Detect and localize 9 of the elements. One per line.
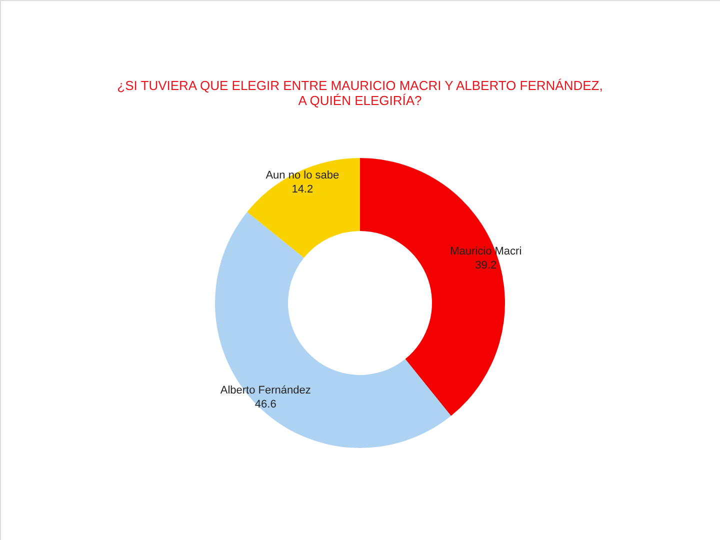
slice-label: Aun no lo sabe bbox=[266, 170, 340, 182]
donut-slice bbox=[215, 212, 452, 448]
chart-title: ¿SI TUVIERA QUE ELEGIR ENTRE MAURICIO MACRI Y ALBERTO FERNÁNDEZ, A QUIÉN ELEGIRÍA? bbox=[117, 78, 603, 108]
data-label: 14.2 bbox=[292, 184, 314, 196]
slice-label: Alberto Fernández bbox=[220, 384, 311, 396]
data-label: 39.2 bbox=[475, 260, 497, 272]
donut-slice bbox=[247, 158, 360, 258]
data-label: 46.6 bbox=[254, 398, 276, 410]
slice-label: Mauricio Macri bbox=[450, 246, 522, 258]
